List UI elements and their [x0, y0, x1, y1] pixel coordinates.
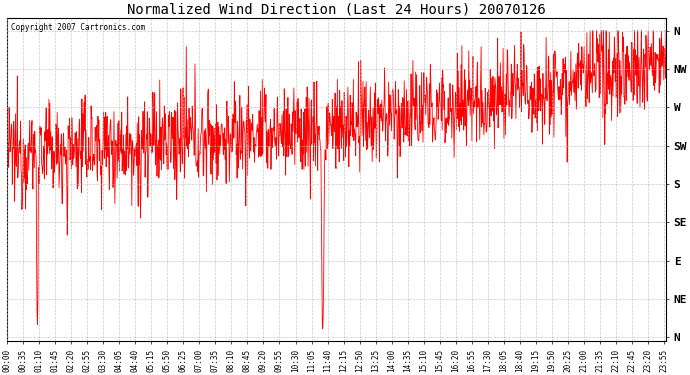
Title: Normalized Wind Direction (Last 24 Hours) 20070126: Normalized Wind Direction (Last 24 Hours…	[128, 3, 546, 17]
Text: Copyright 2007 Cartronics.com: Copyright 2007 Cartronics.com	[10, 23, 145, 32]
